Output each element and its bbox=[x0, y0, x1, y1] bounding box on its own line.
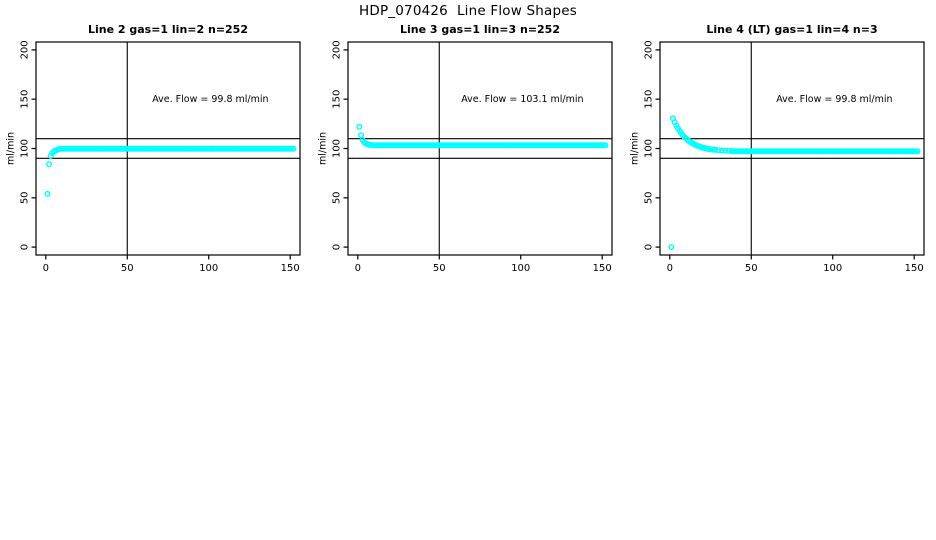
data-point bbox=[602, 142, 609, 149]
y-axis-label: ml/min bbox=[629, 132, 640, 165]
x-tick-label: 100 bbox=[823, 263, 842, 274]
y-tick-label: 50 bbox=[332, 191, 343, 204]
data-point bbox=[668, 244, 675, 251]
y-tick-label: 100 bbox=[20, 139, 31, 158]
x-tick-label: 50 bbox=[433, 263, 446, 274]
x-tick-label: 0 bbox=[355, 263, 361, 274]
data-point bbox=[44, 190, 51, 197]
x-tick-label: 0 bbox=[43, 263, 49, 274]
ave-flow-annotation: Ave. Flow = 99.8 ml/min bbox=[152, 94, 268, 105]
figure-title: HDP_070426 Line Flow Shapes bbox=[359, 3, 577, 19]
y-tick-label: 0 bbox=[332, 244, 343, 250]
ave-flow-annotation: Ave. Flow = 99.8 ml/min bbox=[776, 94, 892, 105]
data-point bbox=[718, 147, 725, 154]
ave-flow-annotation: Ave. Flow = 103.1 ml/min bbox=[461, 94, 583, 105]
panel-title: Line 2 gas=1 lin=2 n=252 bbox=[88, 23, 248, 36]
y-axis: 0 50 100 150 200 bbox=[644, 40, 660, 250]
x-axis: 0 50 100 150 bbox=[667, 255, 924, 274]
x-tick-label: 100 bbox=[199, 263, 218, 274]
x-tick-label: 150 bbox=[281, 263, 300, 274]
panel-line3-chart: Line 3 gas=1 lin=3 n=252 0 50 100 150 0 50 100 1… bbox=[317, 23, 613, 274]
panel-line4-chart: Line 4 (LT) gas=1 lin=4 n=3 0 50 100 150 0 50 1… bbox=[629, 23, 925, 274]
y-tick-label: 50 bbox=[20, 191, 31, 204]
y-tick-label: 200 bbox=[332, 40, 343, 59]
data-point bbox=[290, 145, 297, 152]
y-tick-label: 150 bbox=[644, 90, 655, 109]
data-point bbox=[356, 123, 363, 130]
data-point bbox=[914, 148, 921, 155]
y-tick-label: 150 bbox=[20, 90, 31, 109]
data-point bbox=[358, 132, 365, 139]
data-point bbox=[46, 161, 53, 168]
panel-title: Line 3 gas=1 lin=3 n=252 bbox=[400, 23, 560, 36]
x-axis: 0 50 100 150 bbox=[43, 255, 300, 274]
x-axis: 0 50 100 150 bbox=[355, 255, 612, 274]
data-points bbox=[668, 115, 921, 251]
y-tick-label: 0 bbox=[644, 244, 655, 250]
data-points bbox=[44, 145, 297, 197]
x-tick-label: 100 bbox=[511, 263, 530, 274]
x-tick-label: 150 bbox=[593, 263, 612, 274]
data-point bbox=[722, 147, 729, 154]
y-tick-label: 50 bbox=[644, 191, 655, 204]
y-axis-label: ml/min bbox=[5, 132, 16, 165]
y-tick-label: 0 bbox=[20, 244, 31, 250]
x-tick-label: 50 bbox=[745, 263, 758, 274]
x-tick-label: 50 bbox=[121, 263, 134, 274]
y-axis: 0 50 100 150 200 bbox=[332, 40, 348, 250]
x-tick-label: 150 bbox=[905, 263, 924, 274]
data-points bbox=[356, 123, 609, 149]
data-point bbox=[712, 146, 719, 153]
data-point bbox=[715, 147, 722, 154]
y-axis: 0 50 100 150 200 bbox=[20, 40, 36, 250]
plot-box bbox=[347, 41, 613, 256]
panel-title: Line 4 (LT) gas=1 lin=4 n=3 bbox=[706, 23, 877, 36]
y-tick-label: 100 bbox=[644, 139, 655, 158]
x-tick-label: 0 bbox=[667, 263, 673, 274]
y-tick-label: 200 bbox=[20, 40, 31, 59]
y-tick-label: 150 bbox=[332, 90, 343, 109]
y-tick-label: 100 bbox=[332, 139, 343, 158]
panel-line2-chart: Line 2 gas=1 lin=2 n=252 0 50 100 150 0 50 100 1… bbox=[5, 23, 301, 274]
y-tick-label: 200 bbox=[644, 40, 655, 59]
y-axis-label: ml/min bbox=[317, 132, 328, 165]
